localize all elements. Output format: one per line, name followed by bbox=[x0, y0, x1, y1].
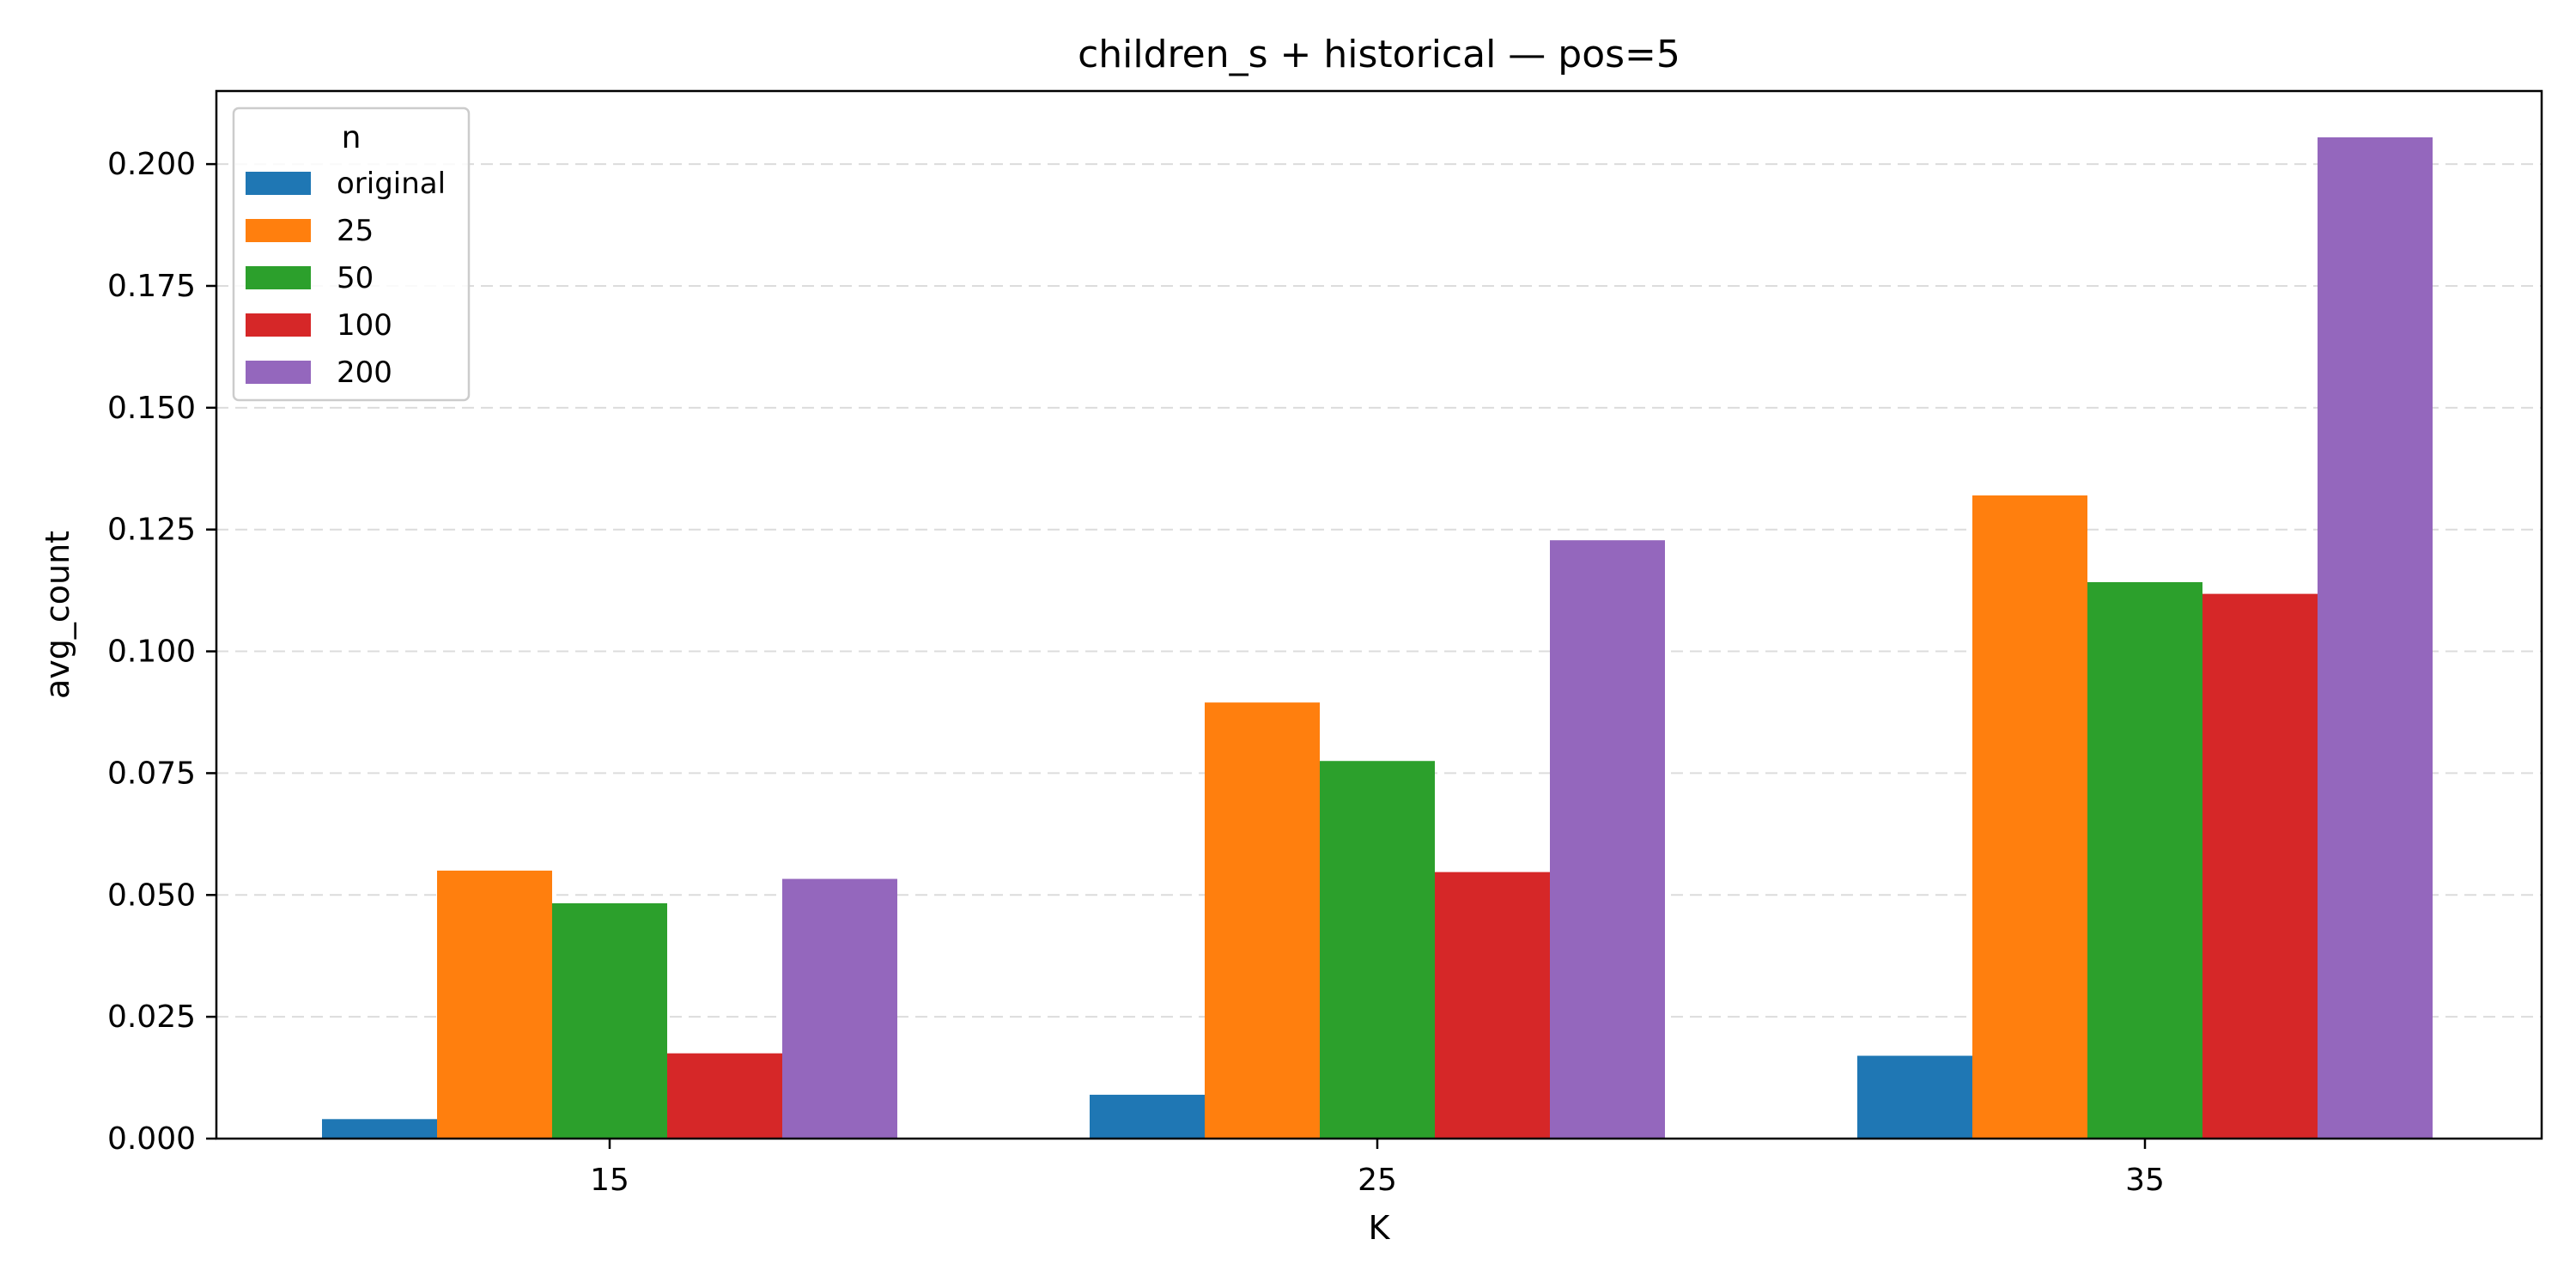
bar-100-25 bbox=[1435, 872, 1550, 1139]
y-tick-label: 0.150 bbox=[107, 391, 196, 426]
x-tick-label: 25 bbox=[1358, 1163, 1397, 1198]
legend-label: 25 bbox=[337, 214, 374, 248]
y-tick-label: 0.100 bbox=[107, 635, 196, 670]
y-axis-label: avg_count bbox=[39, 531, 76, 699]
legend-label: original bbox=[337, 167, 446, 201]
y-tick-label: 0.125 bbox=[107, 513, 196, 548]
y-tick-label: 0.000 bbox=[107, 1121, 196, 1157]
bar-original-15 bbox=[322, 1119, 437, 1139]
legend: n original 25 50 100 200 bbox=[232, 106, 471, 402]
bar-50-15 bbox=[552, 902, 667, 1139]
x-tick-label: 15 bbox=[590, 1163, 629, 1198]
legend-swatch bbox=[246, 266, 311, 289]
legend-swatch bbox=[246, 172, 311, 195]
chart-title: children_s + historical — pos=5 bbox=[1078, 33, 1680, 76]
legend-title: n bbox=[342, 120, 361, 155]
axes-frame bbox=[215, 89, 2543, 1140]
bar-100-15 bbox=[667, 1053, 782, 1139]
y-tick-label: 0.025 bbox=[107, 999, 196, 1035]
legend-swatch bbox=[246, 361, 311, 384]
y-axis-ticks: 0.000 0.025 0.050 0.075 0.100 0.125 0.150 0.175… bbox=[107, 147, 216, 1157]
legend-swatch bbox=[246, 219, 311, 242]
y-tick-label: 0.200 bbox=[107, 147, 196, 182]
bar-200-25 bbox=[1550, 540, 1665, 1139]
x-tick-label: 35 bbox=[2125, 1163, 2165, 1198]
bar-25-25 bbox=[1205, 702, 1320, 1139]
bar-original-35 bbox=[1857, 1055, 1972, 1139]
y-tick-label: 0.050 bbox=[107, 878, 196, 913]
bar-25-35 bbox=[1972, 495, 2087, 1139]
bar-original-25 bbox=[1090, 1094, 1205, 1139]
legend-swatch bbox=[246, 313, 311, 337]
legend-label: 100 bbox=[337, 308, 392, 343]
x-axis-ticks: 15 25 35 bbox=[590, 1139, 2165, 1198]
legend-label: 200 bbox=[337, 355, 392, 390]
bar-200-35 bbox=[2318, 137, 2433, 1139]
bar-50-25 bbox=[1320, 761, 1435, 1139]
y-tick-label: 0.175 bbox=[107, 269, 196, 304]
bar-100-35 bbox=[2202, 593, 2318, 1139]
x-axis-label: K bbox=[1369, 1209, 1391, 1247]
bar-25-15 bbox=[437, 870, 552, 1139]
y-tick-label: 0.075 bbox=[107, 756, 196, 791]
bar-200-15 bbox=[782, 878, 897, 1139]
legend-label: 50 bbox=[337, 261, 374, 295]
bars bbox=[322, 137, 2433, 1139]
bar-50-35 bbox=[2087, 581, 2202, 1139]
